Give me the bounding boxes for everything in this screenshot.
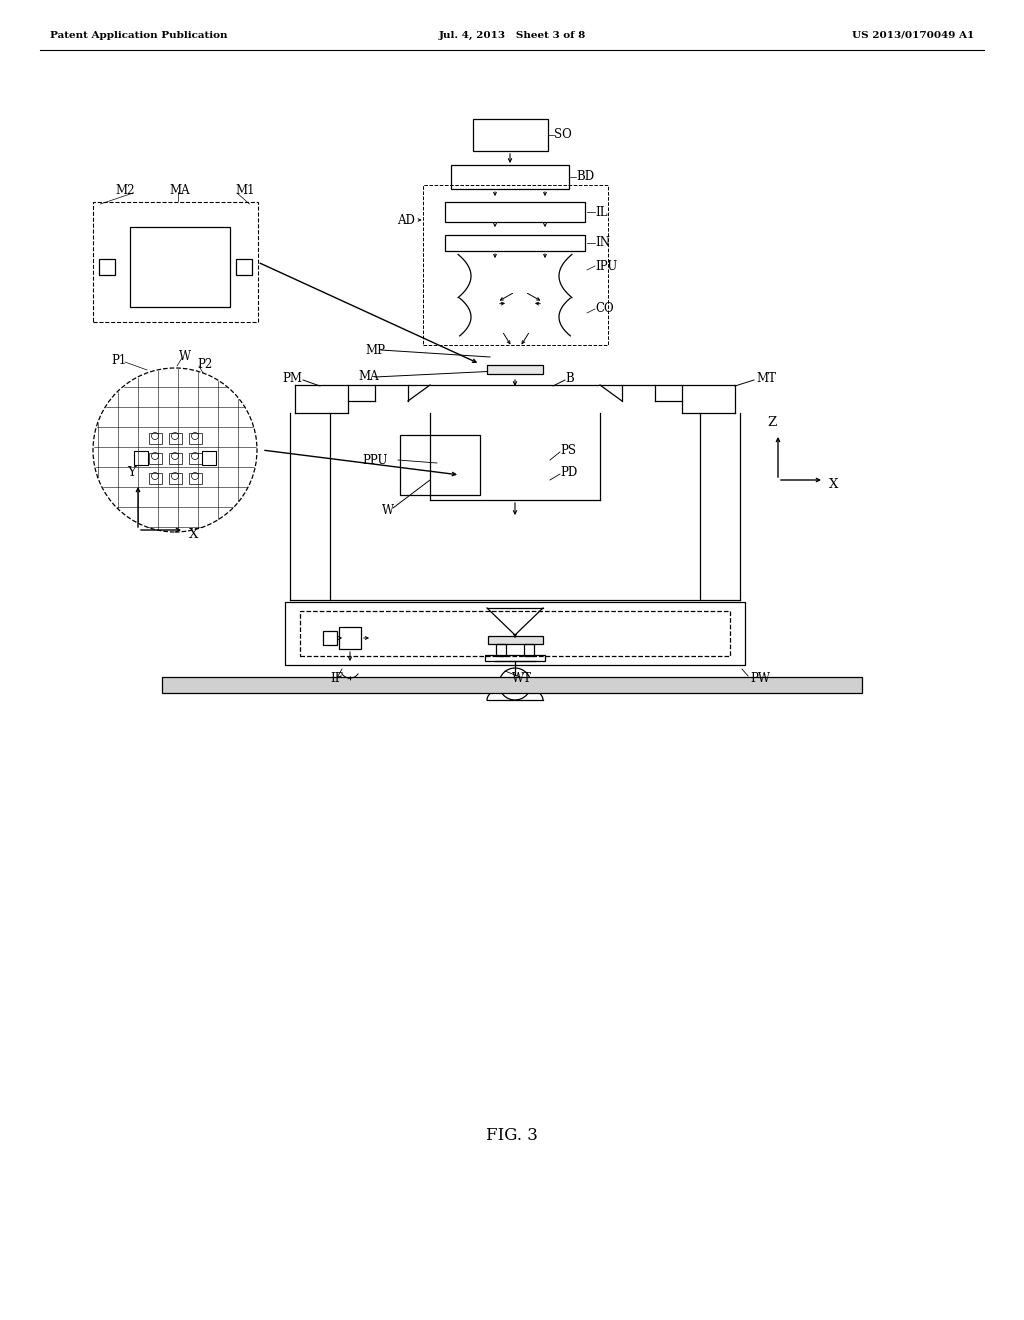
Bar — [202, 451, 216, 465]
Bar — [487, 636, 543, 644]
Text: MT: MT — [756, 371, 776, 384]
Bar — [92, 202, 257, 322]
Text: PW: PW — [750, 672, 770, 685]
Text: MA: MA — [170, 183, 190, 197]
Text: AD: AD — [396, 214, 415, 227]
Text: Patent Application Publication: Patent Application Publication — [50, 30, 227, 40]
Text: FIG. 3: FIG. 3 — [486, 1126, 538, 1143]
Bar — [445, 202, 585, 222]
Text: P2: P2 — [197, 358, 212, 371]
Text: MA: MA — [358, 371, 379, 384]
Bar — [236, 259, 252, 275]
Text: WT: WT — [512, 672, 532, 685]
Text: BD: BD — [575, 170, 594, 183]
Text: IPU: IPU — [595, 260, 617, 272]
Bar — [169, 433, 181, 444]
Bar — [148, 433, 162, 444]
Text: IF: IF — [330, 672, 343, 685]
Text: B: B — [565, 371, 573, 384]
Text: CO: CO — [595, 302, 613, 315]
Bar — [285, 602, 745, 665]
Text: IL: IL — [595, 206, 607, 219]
Bar — [496, 644, 506, 656]
Text: W: W — [382, 503, 394, 516]
Bar — [423, 185, 607, 345]
Bar — [445, 235, 585, 251]
Text: US 2013/0170049 A1: US 2013/0170049 A1 — [852, 30, 974, 40]
Text: W: W — [179, 350, 191, 363]
Bar — [130, 227, 230, 308]
Text: Z: Z — [767, 416, 776, 429]
Text: M2: M2 — [116, 183, 135, 197]
Text: M1: M1 — [234, 183, 255, 197]
Text: X: X — [189, 528, 199, 540]
Text: PPU: PPU — [362, 454, 388, 466]
Bar — [188, 453, 202, 463]
Bar — [472, 119, 548, 150]
Bar — [487, 364, 543, 374]
Bar — [323, 631, 337, 645]
Bar — [451, 165, 569, 189]
Text: X: X — [829, 478, 839, 491]
Bar — [400, 436, 480, 495]
Circle shape — [511, 680, 519, 688]
Bar — [134, 451, 148, 465]
Text: PD: PD — [560, 466, 578, 479]
Bar — [169, 473, 181, 483]
Bar — [148, 473, 162, 483]
Bar — [300, 611, 730, 656]
Text: MP: MP — [365, 343, 385, 356]
Text: IN: IN — [595, 236, 610, 249]
Text: PS: PS — [560, 444, 575, 457]
Bar — [188, 473, 202, 483]
Text: SO: SO — [554, 128, 571, 141]
Text: P1: P1 — [112, 354, 127, 367]
Bar — [188, 433, 202, 444]
Bar — [339, 627, 361, 649]
Bar — [524, 644, 534, 656]
Bar — [485, 655, 545, 661]
Text: Y: Y — [128, 466, 136, 479]
Bar — [98, 259, 115, 275]
Text: Jul. 4, 2013   Sheet 3 of 8: Jul. 4, 2013 Sheet 3 of 8 — [438, 30, 586, 40]
Bar — [169, 453, 181, 463]
Bar — [162, 677, 862, 693]
Text: PM: PM — [282, 371, 302, 384]
Bar — [148, 453, 162, 463]
